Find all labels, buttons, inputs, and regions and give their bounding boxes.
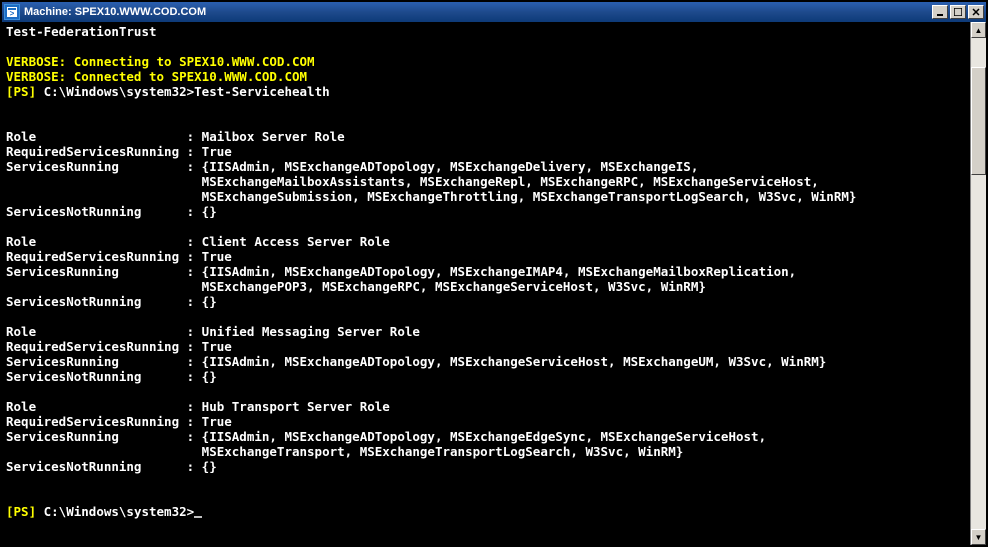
window-title: Machine: SPEX10.WWW.COD.COM: [24, 6, 930, 18]
console-output[interactable]: Test-FederationTrust VERBOSE: Connecting…: [2, 22, 970, 545]
close-button[interactable]: [968, 5, 984, 19]
scroll-down-button[interactable]: ▼: [971, 529, 986, 545]
maximize-button[interactable]: [950, 5, 966, 19]
window-frame: > Machine: SPEX10.WWW.COD.COM Test-Feder…: [0, 0, 988, 547]
title-bar[interactable]: > Machine: SPEX10.WWW.COD.COM: [2, 2, 986, 22]
scroll-up-button[interactable]: ▲: [971, 22, 986, 38]
svg-text:>: >: [10, 9, 15, 18]
window-buttons: [930, 5, 984, 19]
minimize-button[interactable]: [932, 5, 948, 19]
system-menu-icon[interactable]: >: [4, 4, 20, 20]
vertical-scrollbar[interactable]: ▲ ▼: [970, 22, 986, 545]
scroll-track[interactable]: [971, 38, 986, 529]
scroll-thumb[interactable]: [971, 67, 986, 175]
client-area: Test-FederationTrust VERBOSE: Connecting…: [2, 22, 986, 545]
